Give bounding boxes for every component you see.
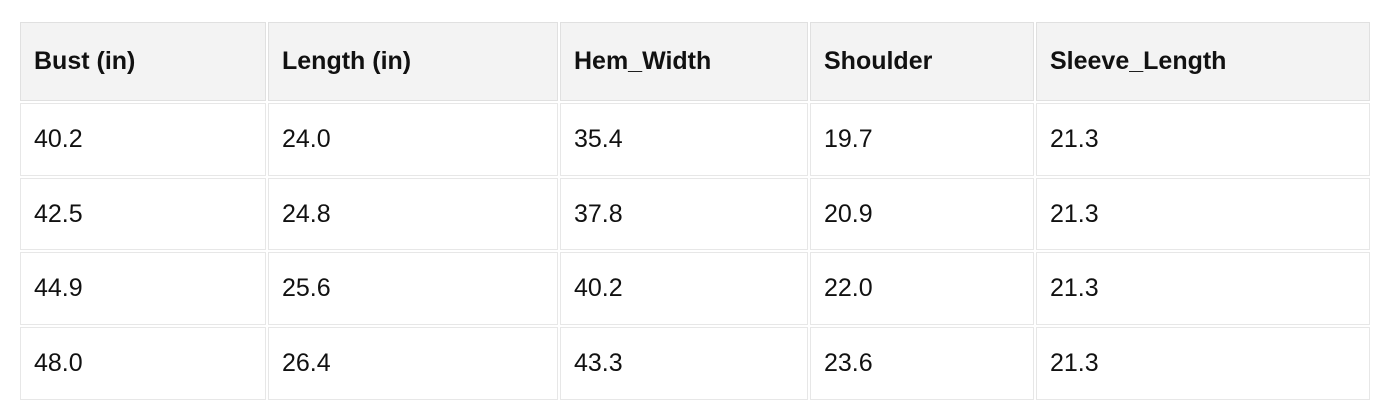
table-cell: 21.3 (1036, 177, 1370, 251)
table-cell: 21.3 (1036, 252, 1370, 325)
table-cell: 40.2 (560, 252, 808, 325)
measurements-table: Bust (in) Length (in) Hem_Width Shoulder… (18, 20, 1372, 402)
table-cell: 35.4 (560, 102, 808, 176)
table-cell: 24.0 (268, 102, 558, 176)
table-cell: 43.3 (560, 327, 808, 400)
column-header-bust: Bust (in) (20, 22, 266, 101)
table-cell: 21.3 (1036, 327, 1370, 400)
table-cell: 19.7 (810, 102, 1034, 176)
table-row: 40.2 24.0 35.4 19.7 21.3 (20, 102, 1370, 176)
header-row: Bust (in) Length (in) Hem_Width Shoulder… (20, 22, 1370, 101)
table-row: 44.9 25.6 40.2 22.0 21.3 (20, 252, 1370, 325)
column-header-shoulder: Shoulder (810, 22, 1034, 101)
table-cell: 22.0 (810, 252, 1034, 325)
table-cell: 21.3 (1036, 102, 1370, 176)
table-cell: 48.0 (20, 327, 266, 400)
column-header-hem-width: Hem_Width (560, 22, 808, 101)
table-cell: 40.2 (20, 102, 266, 176)
table-cell: 26.4 (268, 327, 558, 400)
table-cell: 25.6 (268, 252, 558, 325)
table-cell: 44.9 (20, 252, 266, 325)
table-row: 48.0 26.4 43.3 23.6 21.3 (20, 327, 1370, 400)
table-cell: 42.5 (20, 177, 266, 251)
table-row: 42.5 24.8 37.8 20.9 21.3 (20, 177, 1370, 251)
table-cell: 20.9 (810, 177, 1034, 251)
table-cell: 24.8 (268, 177, 558, 251)
table-cell: 37.8 (560, 177, 808, 251)
table-cell: 23.6 (810, 327, 1034, 400)
column-header-length: Length (in) (268, 22, 558, 101)
column-header-sleeve-length: Sleeve_Length (1036, 22, 1370, 101)
